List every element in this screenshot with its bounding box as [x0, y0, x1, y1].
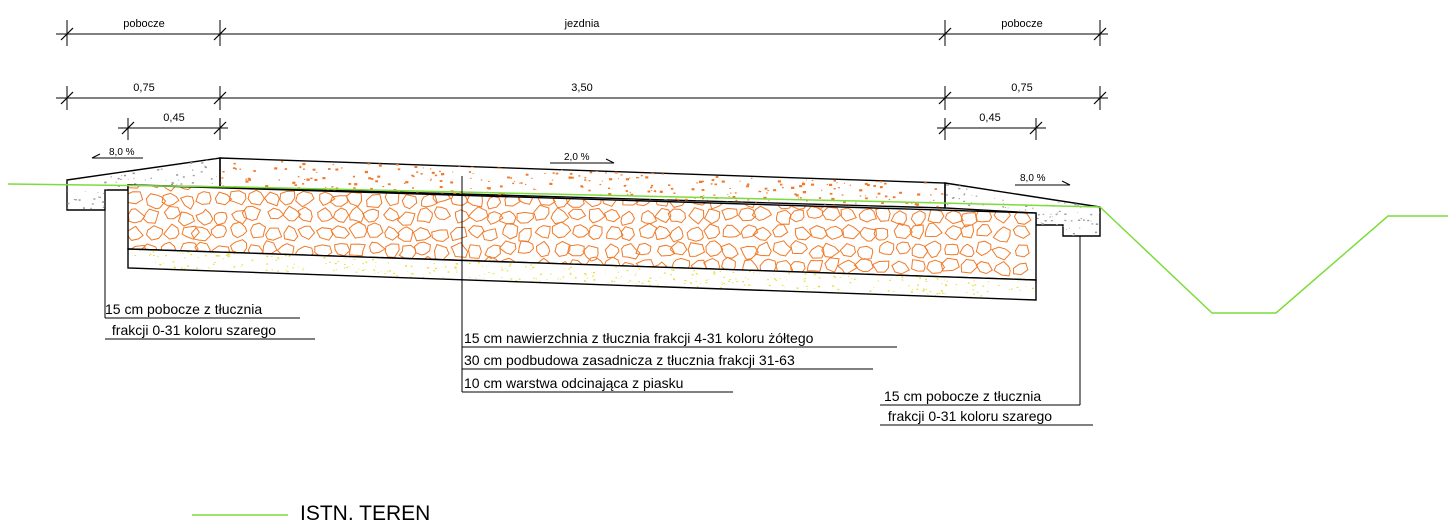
slope-right-label: 8,0 % [1020, 173, 1046, 184]
legend-terrain-label: ISTN. TEREN [300, 502, 430, 522]
dim-label-carriageway: jezdnia [564, 18, 601, 30]
inner-width-right: 0,45 [979, 112, 1000, 124]
inner-width-left: 0,45 [163, 112, 184, 124]
dim-label-right-shoulder: pobocze [1001, 18, 1043, 30]
right-shoulder-callout: 15 cm pobocze z tłucznia frakcji 0-31 ko… [880, 236, 1093, 426]
existing-terrain-line [7, 183, 1448, 314]
dim-label-left-shoulder: pobocze [123, 18, 165, 30]
slope-left-label: 8,0 % [109, 147, 135, 158]
left-shoulder-callout: 15 cm pobocze z tłucznia frakcji 0-31 ko… [104, 210, 315, 340]
sand-layer-label: 10 cm warstwa odcinająca z piasku [464, 375, 683, 391]
dimension-row-labels: pobocze jezdnia pobocze [56, 18, 1108, 46]
width-left-shoulder: 0,75 [133, 82, 154, 94]
right-shoulder-label-line1: 15 cm pobocze z tłucznia [884, 388, 1041, 404]
legend: ISTN. TEREN [192, 502, 430, 522]
right-shoulder-label-line2: frakcji 0-31 koloru szarego [884, 408, 1052, 424]
base-course-label: 30 cm podbudowa zasadnicza z tłucznia fr… [464, 352, 795, 368]
surface-layer-label: 15 cm nawierzchnia z tłucznia frakcji 4-… [464, 330, 814, 346]
dimension-row-inner: 0,45 0,45 [118, 112, 1046, 140]
slope-center-label: 2,0 % [564, 152, 590, 163]
dimension-row-widths: 0,75 3,50 0,75 [56, 82, 1108, 110]
left-shoulder-label-line2: frakcji 0-31 koloru szarego [108, 322, 276, 338]
left-shoulder-label-line1: 15 cm pobocze z tłucznia [105, 301, 262, 317]
width-carriageway: 3,50 [571, 82, 592, 94]
slope-annotations: 8,0 % 2,0 % 8,0 % [91, 147, 1071, 186]
width-right-shoulder: 0,75 [1011, 82, 1032, 94]
layers-callout: 15 cm nawierzchnia z tłucznia frakcji 4-… [461, 176, 897, 393]
